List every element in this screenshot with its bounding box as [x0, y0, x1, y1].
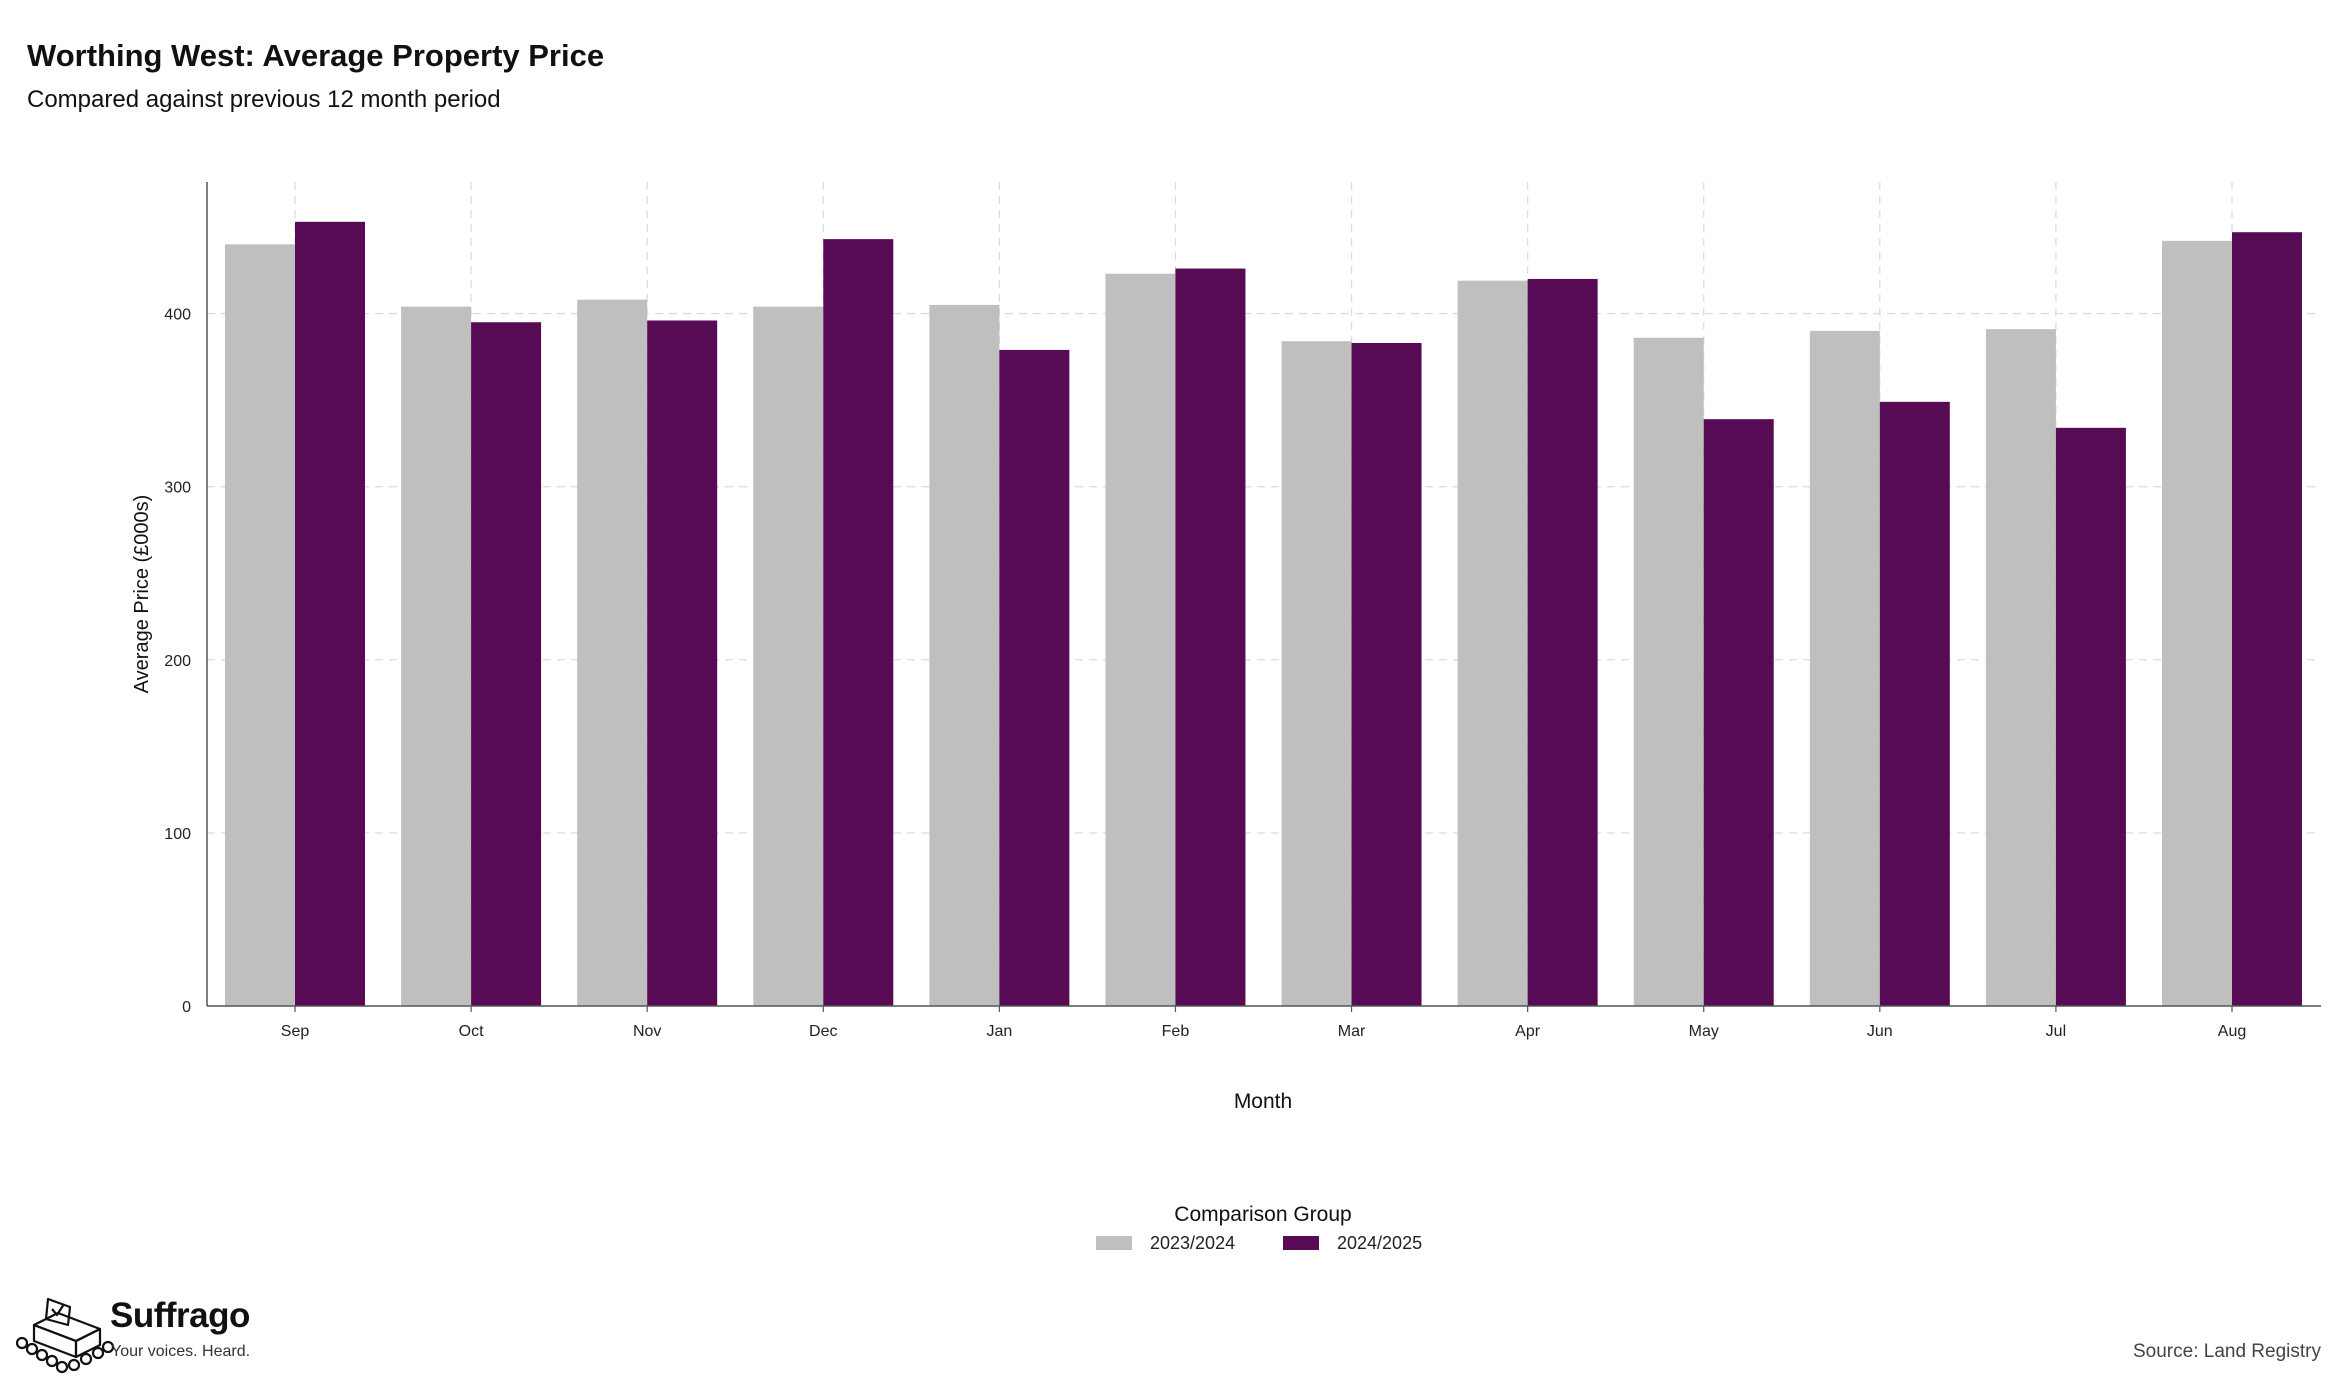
bar-2024-2025-oct [471, 322, 542, 1006]
bar-2024-2025-jun [1879, 401, 1950, 1006]
x-tick-label: Feb [1162, 1023, 1190, 1040]
brand-name: Suffrago [110, 1296, 250, 1335]
legend-items: 2023/2024 2024/2025 [1096, 1233, 1422, 1253]
legend-swatch [1096, 1236, 1132, 1250]
bar-2023-2024-apr [1457, 280, 1528, 1007]
bar-2023-2024-sep [225, 244, 295, 1006]
brand-tagline: Your voices. Heard. [111, 1343, 251, 1360]
x-tick-label: Oct [459, 1023, 484, 1040]
bar-chart: 0 100 200 300 400 Sep Oct Nov Dec Jan Feb Mar Apr May… [131, 182, 2321, 1253]
x-tick-label: Jul [2046, 1023, 2066, 1040]
x-tick-label: Mar [1338, 1023, 1366, 1040]
bar-2023-2024-aug [2162, 240, 2232, 1006]
chart-title: Worthing West: Average Property Price [27, 38, 605, 73]
y-tick-label: 200 [164, 653, 191, 670]
x-tick-label: Jan [986, 1023, 1012, 1040]
x-tick-label: Jun [1867, 1023, 1893, 1040]
bar-2024-2025-dec [823, 239, 894, 1007]
bar-2023-2024-may [1633, 337, 1704, 1006]
bar-2024-2025-may [1703, 419, 1774, 1006]
x-tick-label: Dec [809, 1023, 837, 1040]
x-axis-label: Month [1234, 1090, 1292, 1113]
y-axis-label: Average Price (£000s) [131, 495, 153, 694]
bar-2023-2024-jun [1809, 330, 1880, 1006]
axes [206, 182, 2321, 1007]
bar-2023-2024-oct [401, 306, 472, 1006]
bar-2024-2025-nov [647, 320, 718, 1006]
y-tick-label: 300 [164, 480, 191, 497]
tick-labels: 0 100 200 300 400 Sep Oct Nov Dec Jan Feb Mar Apr May… [164, 307, 2246, 1040]
legend-label: 2023/2024 [1150, 1233, 1235, 1253]
bar-2024-2025-apr [1527, 278, 1598, 1006]
bar-2023-2024-dec [753, 306, 824, 1006]
bar-2024-2025-jul [2055, 427, 2126, 1006]
y-tick-label: 100 [164, 826, 191, 843]
legend: Comparison Group 2023/2024 2024/2025 [1096, 1203, 1422, 1253]
bar-2024-2025-feb [1175, 268, 1246, 1006]
bar-2024-2025-aug [2232, 232, 2302, 1007]
x-tick-label: Aug [2218, 1023, 2246, 1040]
x-tick-label: Nov [633, 1023, 661, 1040]
bar-2023-2024-jul [1985, 329, 2056, 1007]
legend-title: Comparison Group [1174, 1203, 1351, 1226]
x-tick-label: Sep [281, 1023, 310, 1040]
y-tick-label: 0 [182, 999, 191, 1016]
legend-swatch [1283, 1236, 1319, 1250]
legend-label: 2024/2025 [1337, 1233, 1422, 1253]
chart-subtitle: Compared against previous 12 month perio… [27, 86, 501, 113]
bar-2024-2025-sep [295, 221, 365, 1006]
bars [225, 221, 2302, 1007]
bar-2024-2025-mar [1351, 342, 1422, 1007]
y-tick-label: 400 [164, 307, 191, 324]
bar-2023-2024-feb [1105, 273, 1176, 1006]
x-tick-label: May [1689, 1023, 1719, 1040]
bar-2023-2024-mar [1281, 341, 1352, 1006]
bar-2024-2025-jan [999, 349, 1070, 1006]
x-tick-label: Apr [1515, 1023, 1541, 1040]
source-note: Source: Land Registry [2133, 1341, 2321, 1362]
bar-2023-2024-nov [577, 299, 648, 1006]
ballot-box-icon [15, 1297, 115, 1374]
bar-2023-2024-jan [929, 304, 1000, 1006]
